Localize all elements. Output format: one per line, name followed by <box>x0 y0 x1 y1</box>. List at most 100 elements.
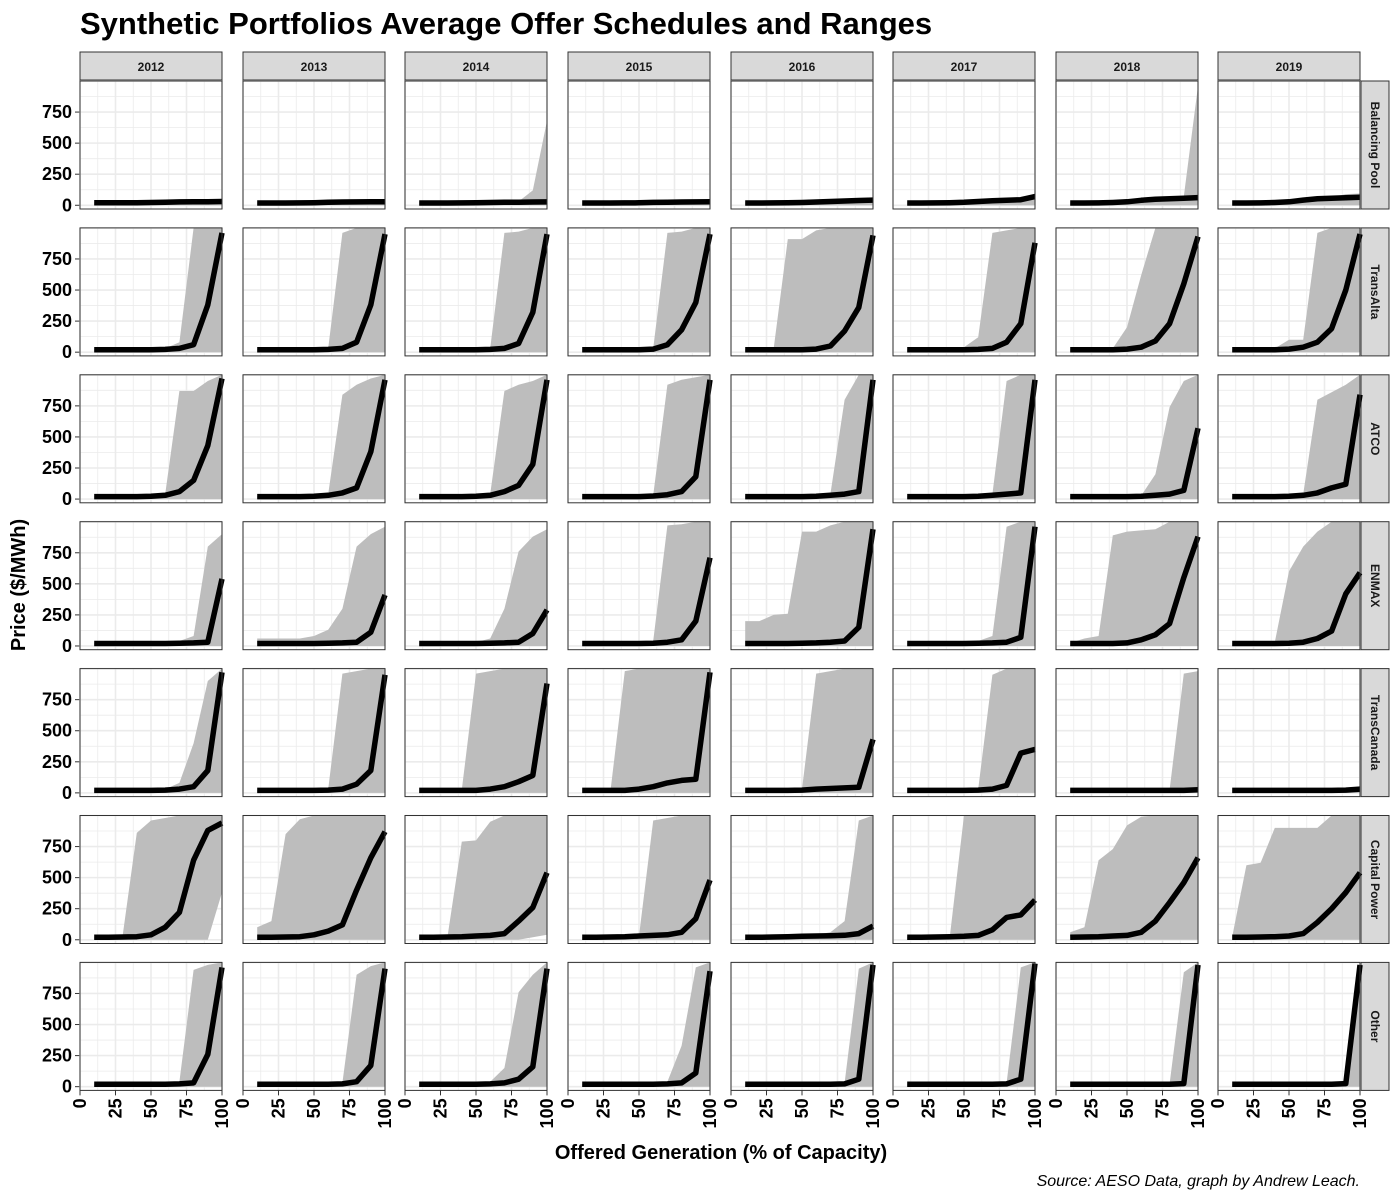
range-ribbon <box>419 668 547 793</box>
average-offer-line <box>1232 394 1363 500</box>
x-tick-label: 25 <box>1082 1098 1102 1118</box>
average-offer-line <box>419 199 548 206</box>
panel-border <box>730 521 874 651</box>
facet-panel <box>567 520 713 651</box>
average-offer-line <box>1070 194 1199 206</box>
x-tick-label: 25 <box>757 1098 777 1118</box>
range-ribbon <box>1232 374 1360 500</box>
average-offer-line <box>94 820 224 941</box>
year-strip-label: 2015 <box>626 60 653 74</box>
panel-border <box>730 815 874 944</box>
range-ribbon <box>1070 521 1198 646</box>
range-ribbon <box>257 227 385 353</box>
x-tick-label: 25 <box>106 1098 126 1118</box>
year-strip <box>1055 51 1199 81</box>
x-tick-label: 25 <box>1244 1098 1264 1118</box>
range-ribbon <box>1070 86 1198 206</box>
x-tick-label: 100 <box>1350 1098 1370 1128</box>
portfolio-strip-label: TransCanada <box>1368 695 1382 771</box>
range-ribbon <box>419 227 547 353</box>
y-tick-label: 750 <box>42 102 72 122</box>
y-tick-label: 500 <box>42 721 72 741</box>
facet-panel <box>79 814 224 944</box>
average-offer-line <box>94 377 225 500</box>
y-tick-label: 750 <box>42 543 72 563</box>
x-tick-label: 0 <box>558 1098 578 1108</box>
facet-panel <box>892 814 1037 944</box>
average-offer-line <box>257 198 386 206</box>
range-ribbon <box>582 521 710 646</box>
x-tick-label: 100 <box>375 1098 395 1128</box>
range-ribbon <box>257 374 385 500</box>
x-tick-label: 0 <box>1046 1098 1066 1108</box>
year-strip-label: 2018 <box>1114 60 1141 74</box>
facet-panel <box>79 227 225 357</box>
average-offer-line <box>94 198 223 206</box>
panel-border <box>242 815 386 944</box>
panel-border <box>892 668 1036 798</box>
panel-border <box>1217 521 1361 651</box>
facet-panel <box>730 667 876 798</box>
facet-panel <box>404 520 550 651</box>
panel-border <box>892 815 1036 944</box>
y-tick-label: 0 <box>62 636 72 656</box>
facet-panel <box>730 814 875 944</box>
facet-panel <box>892 80 1036 210</box>
facet-panel <box>730 80 874 210</box>
y-tick-label: 250 <box>42 311 72 331</box>
average-offer-line <box>257 830 388 941</box>
range-ribbon <box>582 227 710 353</box>
average-offer-line <box>94 966 225 1087</box>
average-offer-line <box>419 608 550 647</box>
average-offer-line <box>419 683 550 794</box>
average-offer-line <box>1232 194 1361 206</box>
average-offer-line <box>1232 233 1363 353</box>
y-tick-label: 250 <box>42 164 72 184</box>
panel-border <box>79 374 223 504</box>
year-strip <box>892 51 1036 81</box>
x-tick-label: 50 <box>954 1098 974 1118</box>
average-offer-line <box>907 898 1037 941</box>
y-tick-label: 0 <box>62 489 72 509</box>
facet-panel <box>567 667 713 798</box>
panel-border <box>1217 374 1361 504</box>
facet-panel <box>567 227 713 357</box>
average-offer-line <box>419 968 550 1087</box>
average-offer-line <box>1070 787 1199 794</box>
average-offer-line <box>257 233 388 353</box>
average-offer-line <box>1070 535 1201 647</box>
range-ribbon <box>1070 671 1198 793</box>
y-tick-label: 250 <box>42 899 72 919</box>
x-tick-label: 50 <box>141 1098 161 1118</box>
y-axis-title: Price ($/MWh) <box>8 519 30 651</box>
y-tick-label: 750 <box>42 690 72 710</box>
range-ribbon <box>745 374 873 500</box>
facet-panel <box>242 80 386 210</box>
x-tick-label: 50 <box>629 1098 649 1118</box>
facet-panel <box>1217 814 1363 944</box>
panel-border <box>567 521 711 651</box>
range-ribbon <box>907 521 1035 646</box>
x-tick-label: 100 <box>1188 1098 1208 1128</box>
panel-border <box>1055 374 1199 504</box>
facet-panel <box>242 373 388 504</box>
range-ribbon <box>94 815 222 940</box>
facet-panel <box>242 520 388 651</box>
average-offer-line <box>419 379 550 500</box>
facet-panel <box>1055 520 1201 651</box>
panel-border <box>730 374 874 504</box>
facet-panel <box>79 961 225 1091</box>
y-tick-label: 250 <box>42 605 72 625</box>
facet-panel <box>892 961 1038 1091</box>
y-tick-label: 0 <box>62 1077 72 1097</box>
range-ribbon <box>419 962 547 1087</box>
facet-panel <box>1217 373 1363 504</box>
panel-border <box>79 521 223 651</box>
panel-border <box>730 668 874 798</box>
y-tick-label: 500 <box>42 427 72 447</box>
year-strip <box>242 51 386 81</box>
range-ribbon <box>582 815 710 940</box>
facet-panel <box>1217 80 1361 210</box>
year-strip <box>404 51 548 81</box>
